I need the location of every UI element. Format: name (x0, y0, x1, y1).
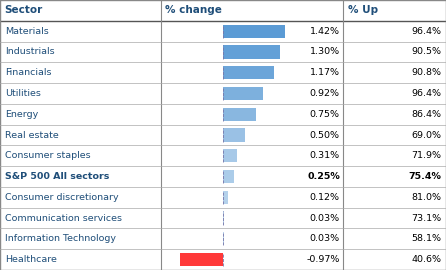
Text: 1.42%: 1.42% (310, 27, 340, 36)
Bar (223, 66, 274, 79)
Text: 73.1%: 73.1% (411, 214, 442, 222)
Text: Information Technology: Information Technology (5, 234, 116, 243)
Text: 0.31%: 0.31% (310, 151, 340, 160)
Text: 96.4%: 96.4% (412, 27, 442, 36)
Bar (0, 21, 446, 42)
Text: % Up: % Up (348, 5, 378, 15)
Bar (180, 253, 223, 266)
Text: Materials: Materials (5, 27, 49, 36)
Text: S&P 500 All sectors: S&P 500 All sectors (5, 172, 110, 181)
Bar (0, 166, 446, 187)
Text: 0.50%: 0.50% (310, 130, 340, 140)
Text: Financials: Financials (5, 68, 52, 77)
Bar (0, 83, 446, 104)
Text: 0.92%: 0.92% (310, 89, 340, 98)
Bar (0, 228, 446, 249)
Bar (223, 170, 234, 183)
Text: 1.17%: 1.17% (310, 68, 340, 77)
Text: Consumer discretionary: Consumer discretionary (5, 193, 119, 202)
Bar (0, 62, 446, 83)
Text: 90.8%: 90.8% (412, 68, 442, 77)
Bar (223, 191, 228, 204)
Bar (223, 87, 264, 100)
Text: Industrials: Industrials (5, 48, 55, 56)
Bar (223, 232, 224, 245)
Text: Energy: Energy (5, 110, 39, 119)
Bar (0, 104, 446, 125)
Bar (0, 187, 446, 208)
Text: Real estate: Real estate (5, 130, 59, 140)
Text: 96.4%: 96.4% (412, 89, 442, 98)
Text: Healthcare: Healthcare (5, 255, 57, 264)
Text: 0.25%: 0.25% (307, 172, 340, 181)
Text: 81.0%: 81.0% (412, 193, 442, 202)
Bar (223, 107, 256, 121)
Text: 90.5%: 90.5% (412, 48, 442, 56)
Text: Sector: Sector (4, 5, 43, 15)
Bar (0, 42, 446, 62)
Text: 75.4%: 75.4% (409, 172, 442, 181)
Text: 58.1%: 58.1% (412, 234, 442, 243)
Bar (0, 249, 446, 270)
Text: Communication services: Communication services (5, 214, 122, 222)
Text: 71.9%: 71.9% (412, 151, 442, 160)
Text: Consumer staples: Consumer staples (5, 151, 91, 160)
Text: 0.03%: 0.03% (310, 234, 340, 243)
Bar (0, 145, 446, 166)
Bar (223, 25, 285, 38)
Text: Utilities: Utilities (5, 89, 41, 98)
Bar (223, 128, 245, 142)
Bar (0, 0, 446, 21)
Bar (223, 45, 280, 59)
Bar (223, 211, 224, 225)
Bar (0, 208, 446, 228)
Bar (0, 125, 446, 145)
Text: -0.97%: -0.97% (306, 255, 340, 264)
Text: 0.12%: 0.12% (310, 193, 340, 202)
Text: 0.75%: 0.75% (310, 110, 340, 119)
Text: % change: % change (165, 5, 222, 15)
Text: 86.4%: 86.4% (412, 110, 442, 119)
Text: 40.6%: 40.6% (412, 255, 442, 264)
Text: 69.0%: 69.0% (412, 130, 442, 140)
Bar (223, 149, 237, 163)
Text: 0.03%: 0.03% (310, 214, 340, 222)
Text: 1.30%: 1.30% (310, 48, 340, 56)
